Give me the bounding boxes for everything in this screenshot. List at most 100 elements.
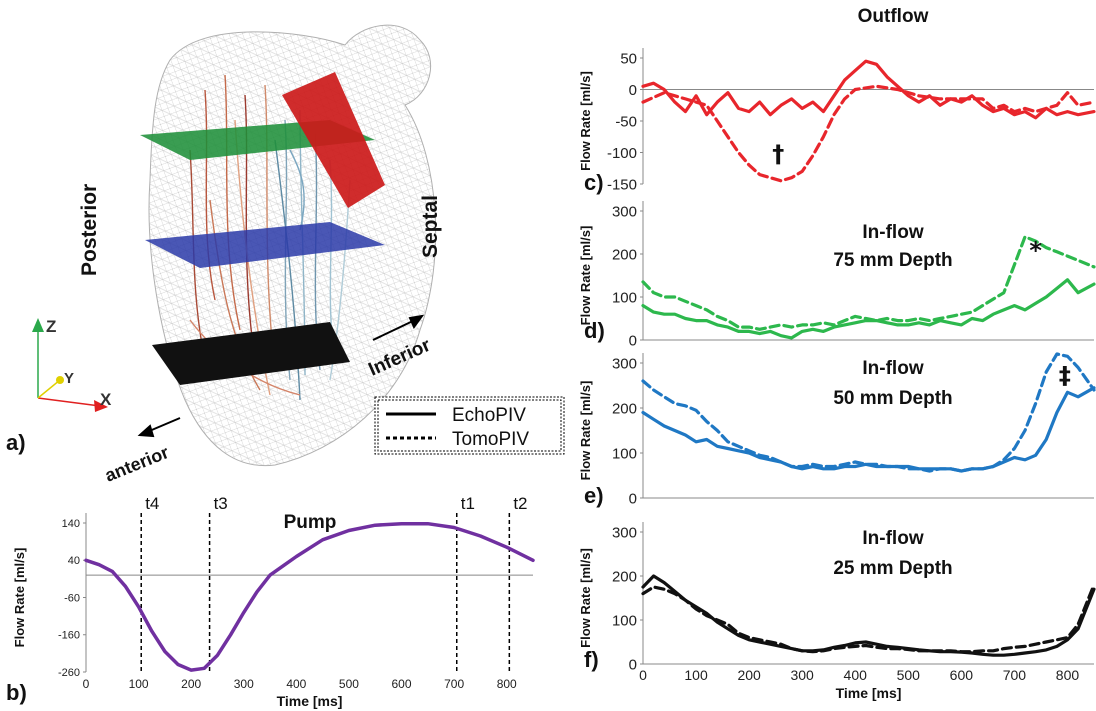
x-tick-label: 400 [844, 667, 868, 683]
y-tick-label: -160 [58, 630, 80, 642]
x-tick-label: 700 [444, 677, 464, 691]
y-tick-label: 140 [62, 518, 80, 530]
legend-frame [374, 396, 565, 455]
panel-letter: f) [584, 647, 599, 672]
legend-dashed-label: TomoPIV [452, 429, 529, 450]
chart-inflow-50mm: 0 100 200 300 In-flow 50 mm Depth Flow Rate [m… [578, 352, 1096, 508]
label-septal: Septal [419, 195, 442, 258]
x-tick-label: 800 [1056, 667, 1080, 683]
x-tick-label: 600 [392, 677, 412, 691]
y-tick-label: 0 [629, 82, 637, 99]
series-dashed-line [641, 235, 1096, 331]
series-solid-line [641, 59, 1096, 120]
outflow-plane-red [282, 72, 385, 208]
chart-title: Outflow [858, 6, 929, 27]
plane-bottom-black [152, 322, 350, 385]
y-tick-label: 100 [612, 612, 637, 629]
annotation-mark: ‡ [1059, 361, 1071, 389]
y-axis-label: Flow Rate [ml/s] [578, 548, 593, 648]
panel-letter: c) [584, 170, 604, 195]
x-tick-label: 800 [497, 677, 517, 691]
chart-title: In-flow [862, 222, 923, 243]
label-anterior: anterior [102, 442, 172, 486]
vline-label-t4: t4 [145, 494, 159, 513]
y-tick-label: 50 [620, 50, 637, 67]
y-axis-label: Flow Rate [ml/s] [578, 381, 593, 481]
y-tick-label: 100 [612, 289, 637, 306]
chart-subtitle: 25 mm Depth [833, 558, 952, 579]
plane-mid-blue [145, 222, 385, 268]
annotation-mark: † [772, 140, 784, 168]
x-tick-label: 700 [1003, 667, 1027, 683]
chart-subtitle: 75 mm Depth [833, 250, 952, 271]
series-solid-line [84, 521, 535, 672]
x-tick-label: 200 [181, 677, 201, 691]
vline-label-t3: t3 [214, 494, 228, 513]
series-dashed-line [641, 352, 1096, 473]
series-solid-line [641, 278, 1096, 340]
y-axis-label: Flow Rate [ml/s] [578, 226, 593, 326]
panel-letter: b) [6, 680, 27, 705]
y-tick-label: 300 [612, 355, 637, 372]
x-tick-label: 500 [339, 677, 359, 691]
y-tick-label: -150 [607, 176, 637, 193]
arrow-inferior [372, 314, 425, 341]
label-posterior: Posterior [78, 184, 101, 276]
panel-letter: d) [584, 318, 605, 343]
y-tick-label: -60 [64, 592, 80, 604]
axis-z-arrow [32, 318, 44, 332]
chart-inflow-75mm: 0 100 200 300 In-flow 75 mm Depth Flow Rate [m… [578, 201, 1096, 349]
x-axis-label: Time [ms] [277, 693, 343, 709]
series-dashed-line [641, 583, 1096, 654]
legend-solid-label: EchoPIV [452, 405, 526, 426]
annotation-mark: * [1029, 236, 1042, 264]
x-tick-label: 200 [737, 667, 761, 683]
y-tick-label: 200 [612, 568, 637, 585]
x-tick-label: 300 [234, 677, 254, 691]
series-dashed-line [641, 84, 1096, 183]
y-tick-label: 40 [68, 555, 80, 567]
y-tick-label: -100 [607, 145, 637, 162]
x-axis-label: Time [ms] [836, 685, 902, 701]
y-tick-label: 100 [612, 445, 637, 462]
y-tick-label: 0 [629, 656, 637, 673]
series-solid-line [641, 386, 1096, 473]
x-tick-label: 100 [684, 667, 708, 683]
y-tick-label: -50 [615, 113, 637, 130]
y-axis-label: Flow Rate [ml/s] [12, 548, 27, 648]
panel-a-letter: a) [6, 430, 26, 455]
axis-z-label: Z [46, 317, 56, 336]
chart-title: In-flow [862, 528, 923, 549]
legend: EchoPIV TomoPIV [374, 396, 565, 455]
panel-a-illustration: Z Y X Posterior Septal Inferior anterior… [6, 24, 442, 486]
axis-x-arrow [94, 400, 108, 412]
y-tick-label: 0 [629, 332, 637, 349]
axis-y-marker [56, 376, 64, 384]
chart-inflow-25mm: 0 100 200 300 0 100 200 300 400 500 600 700 800 In-fl… [578, 522, 1096, 701]
chart-outflow: -150 -100 -50 0 50 Outflow Flow Rate [ml/s]c) † [578, 6, 1096, 195]
series-solid-line [641, 574, 1096, 657]
x-tick-label: 100 [129, 677, 149, 691]
x-tick-label: 600 [950, 667, 974, 683]
y-tick-label: 300 [612, 203, 637, 220]
y-tick-label: 200 [612, 400, 637, 417]
y-tick-label: 300 [612, 524, 637, 541]
x-tick-label: 300 [790, 667, 814, 683]
panel-letter: e) [584, 483, 604, 508]
chart-title: In-flow [862, 358, 923, 379]
coordinate-axes: Z Y X [32, 317, 112, 412]
y-tick-label: 200 [612, 246, 637, 263]
y-axis-label: Flow Rate [ml/s] [578, 71, 593, 171]
y-tick-label: 0 [629, 490, 637, 507]
x-tick-label: 400 [286, 677, 306, 691]
vline-label-t2: t2 [513, 494, 527, 513]
chart-subtitle: 50 mm Depth [833, 388, 952, 409]
x-tick-label: 0 [83, 677, 90, 691]
x-tick-label: 0 [639, 667, 647, 683]
y-tick-label: -260 [58, 667, 80, 679]
vline-label-t1: t1 [461, 494, 475, 513]
x-tick-label: 500 [897, 667, 921, 683]
axis-y-label: Y [64, 370, 74, 387]
axis-x-label: X [100, 390, 112, 409]
